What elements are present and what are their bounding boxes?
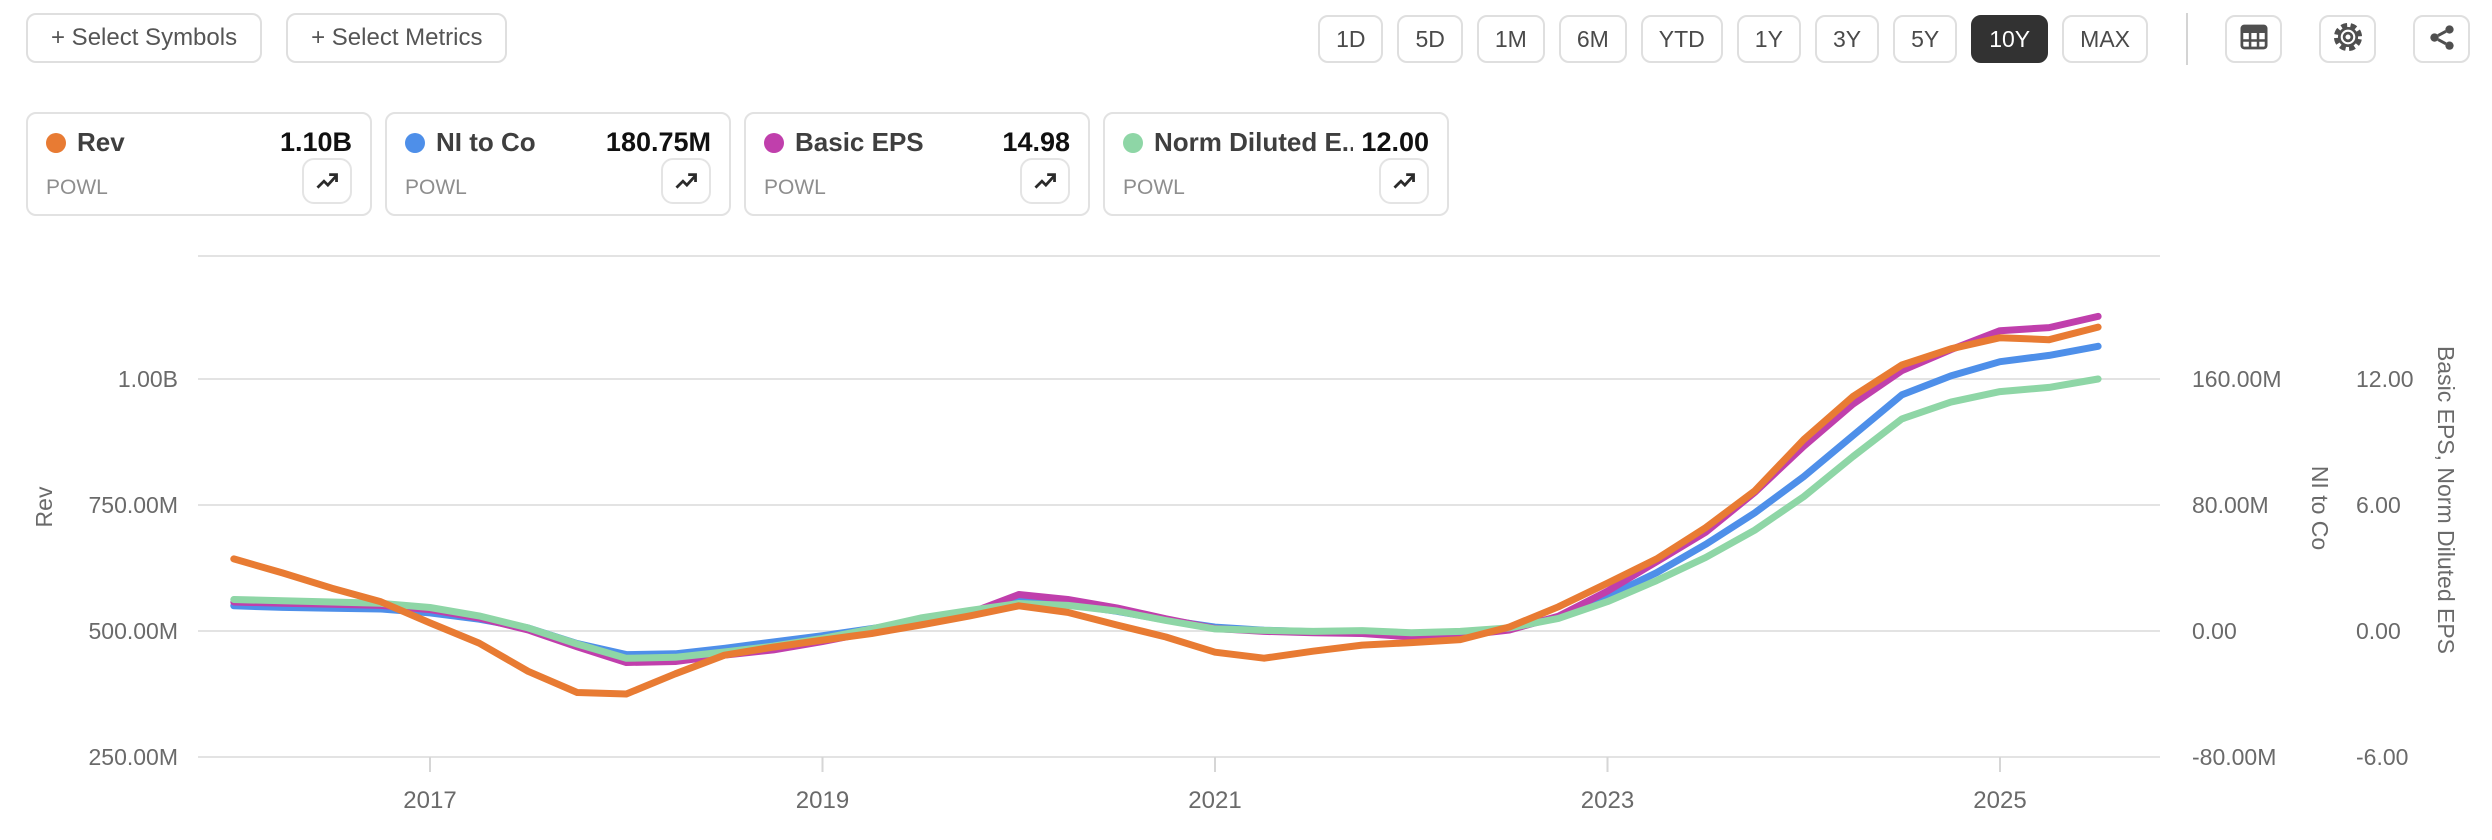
metric-card-rev[interactable]: Rev 1.10B POWL [26,112,372,216]
series-line-rev [230,323,2102,698]
series-color-dot [764,132,784,153]
range-button-group: 1D 5D 1M 6M YTD 1Y 3Y 5Y 10Y MAX [1304,15,2148,63]
right-ni-axis-label: 80.00M [2192,492,2269,518]
metric-cards-row: Rev 1.10B POWL NI to Co 180.75M POWL Basic EPS… [26,112,1449,216]
card-footer: POWL [405,158,711,204]
trend-up-icon [1032,166,1058,197]
range-button-ytd[interactable]: YTD [1640,15,1723,63]
range-button-max[interactable]: MAX [2062,15,2148,63]
right-eps-axis-label: 0.00 [2356,618,2401,644]
toolbar-right: 1D 5D 1M 6M YTD 1Y 3Y 5Y 10Y MAX [1304,13,2470,65]
gear-icon [2332,21,2364,58]
left-axis-label: 1.00B [118,366,178,392]
x-axis-label: 2021 [1188,787,1241,814]
left-axis-label: 500.00M [88,618,178,644]
right-ni-axis-label: -80.00M [2192,744,2276,770]
metric-name: Norm Diluted E... [1154,127,1354,157]
x-axis-label: 2017 [403,787,456,814]
series-color-dot [405,132,425,153]
left-axis-title: Rev [31,486,57,527]
metric-name: Basic EPS [795,127,924,157]
x-axis-label: 2025 [1973,787,2026,814]
metric-card-norm-diluted-e[interactable]: Norm Diluted E... 12.00 POWL [1103,112,1449,216]
select-symbols-button[interactable]: + Select Symbols [26,13,263,63]
right-ni-axis-label: 160.00M [2192,366,2282,392]
open-chart-button[interactable] [1379,158,1429,204]
series-color-dot [1123,132,1143,153]
card-footer: POWL [46,158,352,204]
trend-up-icon [314,166,340,197]
ticker-symbol: POWL [1123,176,1185,199]
range-button-5d[interactable]: 5D [1397,15,1463,63]
toolbar: + Select Symbols + Select Metrics [26,13,508,63]
left-axis-label: 750.00M [88,492,178,518]
right-eps-axis-label: 6.00 [2356,492,2401,518]
range-button-1y[interactable]: 1Y [1736,15,1801,63]
toolbar-divider [2186,13,2188,65]
series-line-norm-diluted-eps [230,375,2102,662]
left-axis-label: 250.00M [88,744,178,770]
range-button-1d[interactable]: 1D [1318,15,1384,63]
card-header: NI to Co 180.75M [405,127,711,158]
open-chart-button[interactable] [661,158,711,204]
open-chart-button[interactable] [1020,158,1070,204]
metric-card-basic-eps[interactable]: Basic EPS 14.98 POWL [744,112,1090,216]
series-color-dot [46,132,66,153]
x-axis-label: 2023 [1581,787,1634,814]
range-button-1m[interactable]: 1M [1476,15,1545,63]
right-eps-axis-label: 12.00 [2356,366,2414,392]
select-metrics-button[interactable]: + Select Metrics [286,13,508,63]
toolbar-icon-group [2225,15,2470,63]
right-ni-axis-title: NI to Co [2307,466,2333,550]
metric-card-ni-to-co[interactable]: NI to Co 180.75M POWL [385,112,731,216]
trend-up-icon [1391,166,1417,197]
ticker-symbol: POWL [46,176,108,199]
metric-value: 12.00 [1361,127,1429,157]
table-icon [2239,22,2269,57]
trend-up-icon [673,166,699,197]
card-header: Basic EPS 14.98 [764,127,1070,158]
ticker-symbol: POWL [764,176,826,199]
right-ni-axis-label: 0.00 [2192,618,2237,644]
right-eps-axis-title: Basic EPS, Norm Diluted EPS [2433,346,2459,654]
card-header: Rev 1.10B [46,127,352,158]
right-eps-axis-label: -6.00 [2356,744,2408,770]
metric-name: NI to Co [436,127,536,157]
range-button-10y[interactable]: 10Y [1971,15,2049,63]
ticker-symbol: POWL [405,176,467,199]
share-button[interactable] [2413,15,2470,63]
metric-value: 1.10B [279,127,352,157]
metric-value: 14.98 [1002,127,1070,157]
card-header: Norm Diluted E... 12.00 [1123,127,1429,158]
table-button[interactable] [2225,15,2282,63]
share-icon [2427,22,2457,57]
x-axis-label: 2019 [796,787,849,814]
gear-button[interactable] [2319,15,2376,63]
range-button-6m[interactable]: 6M [1558,15,1627,63]
open-chart-button[interactable] [302,158,352,204]
card-footer: POWL [1123,158,1429,204]
metric-name: Rev [77,127,125,157]
range-button-5y[interactable]: 5Y [1893,15,1958,63]
range-button-3y[interactable]: 3Y [1814,15,1880,63]
card-footer: POWL [764,158,1070,204]
metric-value: 180.75M [605,127,711,157]
plot-area[interactable] [198,256,2160,757]
